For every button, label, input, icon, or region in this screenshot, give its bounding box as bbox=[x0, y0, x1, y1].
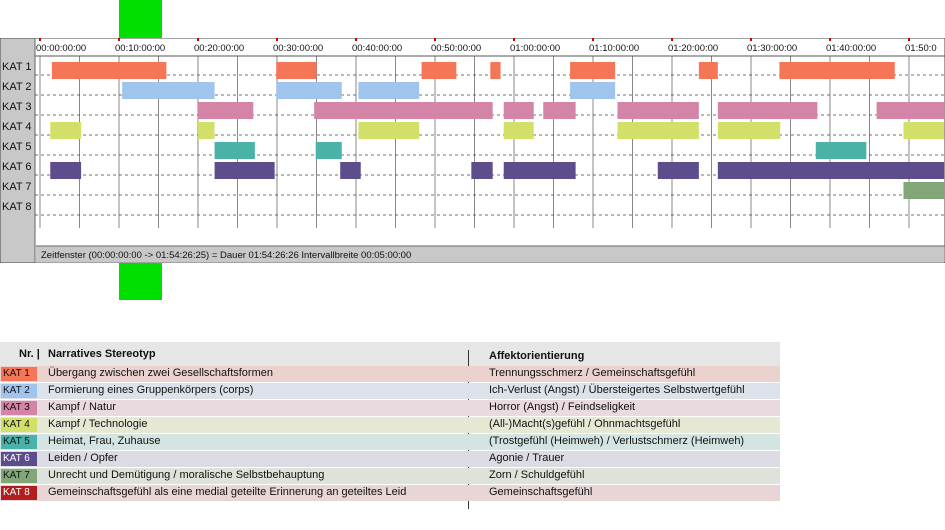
legend-affekt: Ich-Verlust (Angst) / Übersteigertes Sel… bbox=[489, 384, 745, 396]
legend-row: KAT 6 Leiden / Opfer Agonie / Trauer bbox=[0, 451, 780, 467]
legend-stereotyp: Heimat, Frau, Zuhause bbox=[48, 435, 161, 447]
legend-affekt: (All-)Macht(s)gefühl / Ohnmachtsgefühl bbox=[489, 418, 681, 430]
row-label: KAT 5 bbox=[2, 141, 32, 153]
timeline-segment[interactable] bbox=[570, 62, 616, 79]
timeline-segment[interactable] bbox=[358, 82, 420, 99]
timeline-segment[interactable] bbox=[198, 102, 254, 119]
legend-affekt: Trennungsschmerz / Gemeinschaftsgefühl bbox=[489, 367, 696, 379]
row-label: KAT 3 bbox=[2, 101, 32, 113]
time-label: 01:40:00:00 bbox=[826, 43, 876, 54]
legend-header-nr: Nr. | bbox=[19, 348, 40, 360]
status-text: Zeitfenster (00:00:00:00 -> 01:54:26:25)… bbox=[41, 250, 411, 261]
timeline-segment[interactable] bbox=[50, 162, 82, 179]
status-bar bbox=[36, 246, 944, 262]
legend-row: KAT 7 Unrecht und Demütigung / moralische… bbox=[0, 468, 780, 484]
legend-stereotyp: Kampf / Technologie bbox=[48, 418, 148, 430]
legend-row: KAT 2 Formierung eines Gruppenkörpers (co… bbox=[0, 383, 780, 399]
timeline-segment[interactable] bbox=[717, 122, 781, 139]
time-label: 01:50:0 bbox=[905, 43, 937, 54]
time-label: 01:00:00:00 bbox=[510, 43, 560, 54]
row-label: KAT 4 bbox=[2, 121, 32, 133]
timeline-segment[interactable] bbox=[779, 62, 895, 79]
timeline-segment[interactable] bbox=[503, 102, 534, 119]
legend-header-stereotyp: Narratives Stereotyp bbox=[48, 348, 156, 360]
legend-affekt: Horror (Angst) / Feindseligkeit bbox=[489, 401, 636, 413]
timeline-segment[interactable] bbox=[214, 142, 255, 159]
timeline-segment[interactable] bbox=[276, 82, 342, 99]
time-label: 01:30:00:00 bbox=[747, 43, 797, 54]
timeline-segment[interactable] bbox=[657, 162, 699, 179]
row-label: KAT 2 bbox=[2, 81, 32, 93]
timeline-segment[interactable] bbox=[214, 162, 275, 179]
legend-category-swatch: KAT 7 bbox=[1, 469, 37, 483]
timeline-segment[interactable] bbox=[903, 182, 945, 199]
legend-category-swatch: KAT 5 bbox=[1, 435, 37, 449]
timeline-segment[interactable] bbox=[51, 62, 167, 79]
timeline-segment[interactable] bbox=[490, 62, 501, 79]
time-label: 01:20:00:00 bbox=[668, 43, 718, 54]
row-label: KAT 7 bbox=[2, 181, 32, 193]
row-label: KAT 1 bbox=[2, 61, 32, 73]
legend-category-swatch: KAT 2 bbox=[1, 384, 37, 398]
legend-row: KAT 1 Übergang zwischen zwei Gesellschaft… bbox=[0, 366, 780, 382]
time-label: 00:50:00:00 bbox=[431, 43, 481, 54]
timeline-segment[interactable] bbox=[50, 122, 82, 139]
timeline-segment[interactable] bbox=[717, 102, 818, 119]
legend-category-swatch: KAT 6 bbox=[1, 452, 37, 466]
legend-row: KAT 8 Gemeinschaftsgefühl als eine medial… bbox=[0, 485, 780, 501]
timeline-segment[interactable] bbox=[903, 122, 945, 139]
legend-affekt: Gemeinschaftsgefühl bbox=[489, 486, 593, 498]
timeline-segment[interactable] bbox=[198, 122, 215, 139]
time-label: 00:30:00:00 bbox=[273, 43, 323, 54]
timeline-segment[interactable] bbox=[617, 102, 699, 119]
legend-affekt: Agonie / Trauer bbox=[489, 452, 565, 464]
timeline-segment[interactable] bbox=[358, 122, 420, 139]
legend-stereotyp: Formierung eines Gruppenkörpers (corps) bbox=[48, 384, 254, 396]
legend-header: Nr. | Narratives Stereotyp Affektorienti… bbox=[0, 342, 780, 366]
timeline-segment[interactable] bbox=[815, 142, 867, 159]
legend-category-swatch: KAT 3 bbox=[1, 401, 37, 415]
time-label: 00:10:00:00 bbox=[115, 43, 165, 54]
legend-category-swatch: KAT 1 bbox=[1, 367, 37, 381]
timeline-segment[interactable] bbox=[314, 102, 493, 119]
time-label: 00:20:00:00 bbox=[194, 43, 244, 54]
timeline-segment[interactable] bbox=[340, 162, 361, 179]
legend-affekt: Zorn / Schuldgefühl bbox=[489, 469, 585, 481]
legend-category-swatch: KAT 4 bbox=[1, 418, 37, 432]
green-marker-top bbox=[119, 0, 162, 38]
timeline-segment[interactable] bbox=[276, 62, 317, 79]
legend-row: KAT 5 Heimat, Frau, Zuhause (Trostgefühl (… bbox=[0, 434, 780, 450]
legend-row: KAT 3 Kampf / Natur Horror (Angst) / Feind… bbox=[0, 400, 780, 416]
legend-stereotyp: Übergang zwischen zwei Gesellschaftsform… bbox=[48, 367, 273, 379]
legend-stereotyp: Gemeinschaftsgefühl als eine medial gete… bbox=[48, 486, 407, 498]
timeline-segment[interactable] bbox=[698, 62, 718, 79]
timeline-segment[interactable] bbox=[570, 82, 616, 99]
timeline-segment[interactable] bbox=[503, 122, 534, 139]
timeline-segment[interactable] bbox=[315, 142, 342, 159]
time-label: 00:00:00:00 bbox=[36, 43, 86, 54]
legend-stereotyp: Leiden / Opfer bbox=[48, 452, 118, 464]
timeline-segment[interactable] bbox=[122, 82, 215, 99]
timeline-segment[interactable] bbox=[717, 162, 945, 179]
row-label: KAT 6 bbox=[2, 161, 32, 173]
timeline-segment[interactable] bbox=[617, 122, 699, 139]
legend-stereotyp: Kampf / Natur bbox=[48, 401, 116, 413]
timeline-segment[interactable] bbox=[503, 162, 576, 179]
legend-category-swatch: KAT 8 bbox=[1, 486, 37, 500]
timeline-segment[interactable] bbox=[543, 102, 576, 119]
row-label-column bbox=[0, 38, 35, 263]
legend-header-affekt: Affektorientierung bbox=[489, 350, 585, 362]
legend-row: KAT 4 Kampf / Technologie (All-)Macht(s)ge… bbox=[0, 417, 780, 433]
timeline-segment[interactable] bbox=[471, 162, 493, 179]
timeline-segment[interactable] bbox=[421, 62, 457, 79]
timeline-panel[interactable]: 00:00:00:00 00:10:00:00 00:20:00:00 00:30:0… bbox=[0, 38, 945, 263]
legend-stereotyp: Unrecht und Demütigung / moralische Selb… bbox=[48, 469, 325, 481]
row-label: KAT 8 bbox=[2, 201, 32, 213]
time-label: 00:40:00:00 bbox=[352, 43, 402, 54]
green-marker-bottom bbox=[119, 263, 162, 300]
legend-affekt: (Trostgefühl (Heimweh) / Verlustschmerz … bbox=[489, 435, 745, 447]
timeline-segment[interactable] bbox=[876, 102, 945, 119]
time-label: 01:10:00:00 bbox=[589, 43, 639, 54]
legend-table: Nr. | Narratives Stereotyp Affektorienti… bbox=[0, 342, 780, 509]
